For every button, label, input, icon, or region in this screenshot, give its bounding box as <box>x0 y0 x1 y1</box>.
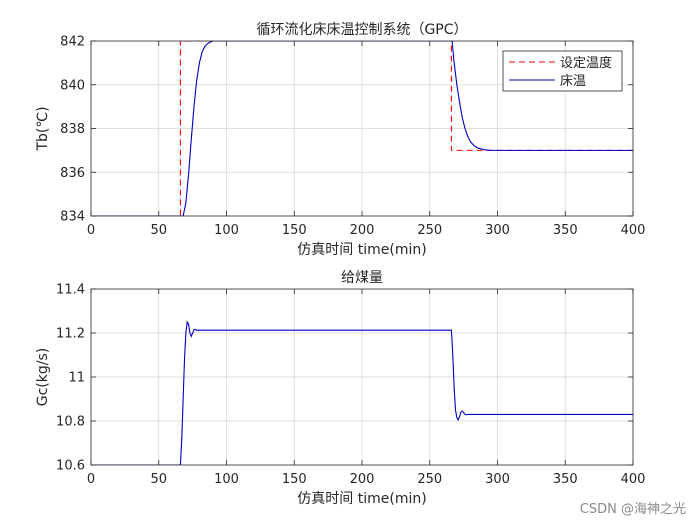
y-tick-label: 11.4 <box>56 283 85 298</box>
y-tick-label: 834 <box>60 210 85 225</box>
x-tick-label: 350 <box>553 223 578 238</box>
x-axis-label: 仿真时间 time(min) <box>297 242 426 258</box>
x-tick-label: 200 <box>350 472 375 487</box>
series-line-设定温度 <box>91 41 633 216</box>
x-tick-label: 100 <box>214 223 239 238</box>
x-tick-label: 100 <box>214 472 239 487</box>
y-tick-label: 842 <box>60 35 85 50</box>
y-tick-label: 836 <box>60 166 85 181</box>
chart-panel-1: 0 50 100 150 200 250 300 350 400 834 836 838 840 842 循… <box>35 22 645 258</box>
chart-title: 循环流化床床温控制系统（GPC） <box>256 22 467 38</box>
y-tick-label: 11 <box>68 371 85 386</box>
x-tick-label: 400 <box>621 223 646 238</box>
x-tick-label: 50 <box>150 223 167 238</box>
legend-box <box>502 50 623 92</box>
x-tick-label: 150 <box>282 223 307 238</box>
x-tick-label: 0 <box>87 223 95 238</box>
x-tick-label: 400 <box>621 472 646 487</box>
x-axis-label: 仿真时间 time(min) <box>297 491 426 507</box>
chart-title: 给煤量 <box>341 270 383 286</box>
y-tick-label: 838 <box>60 122 85 137</box>
x-tick-label: 200 <box>350 223 375 238</box>
y-axis-label: Gc(kg/s) <box>35 348 51 406</box>
x-tick-label: 150 <box>282 472 307 487</box>
x-tick-label: 300 <box>485 472 510 487</box>
y-axis-label: Tb(℃) <box>35 106 51 151</box>
legend-label-床温: 床温 <box>560 74 586 89</box>
y-tick-label: 11.2 <box>56 327 85 342</box>
legend-label-设定温度: 设定温度 <box>560 55 612 71</box>
watermark: CSDN @海神之光 <box>579 502 686 517</box>
x-tick-label: 250 <box>417 472 442 487</box>
y-tick-label: 10.8 <box>56 415 85 430</box>
series-line-床温 <box>91 41 633 216</box>
x-tick-label: 250 <box>417 223 442 238</box>
y-tick-label: 10.6 <box>56 459 85 474</box>
series-line-1 <box>91 320 633 465</box>
x-tick-label: 50 <box>150 472 167 487</box>
chart-panel-2: 0 50 100 150 200 250 300 350 400 10.6 10.8 11 11.2 11… <box>35 270 645 507</box>
x-tick-label: 350 <box>553 472 578 487</box>
x-tick-label: 0 <box>87 472 95 487</box>
x-tick-label: 300 <box>485 223 510 238</box>
y-tick-label: 840 <box>60 78 85 93</box>
